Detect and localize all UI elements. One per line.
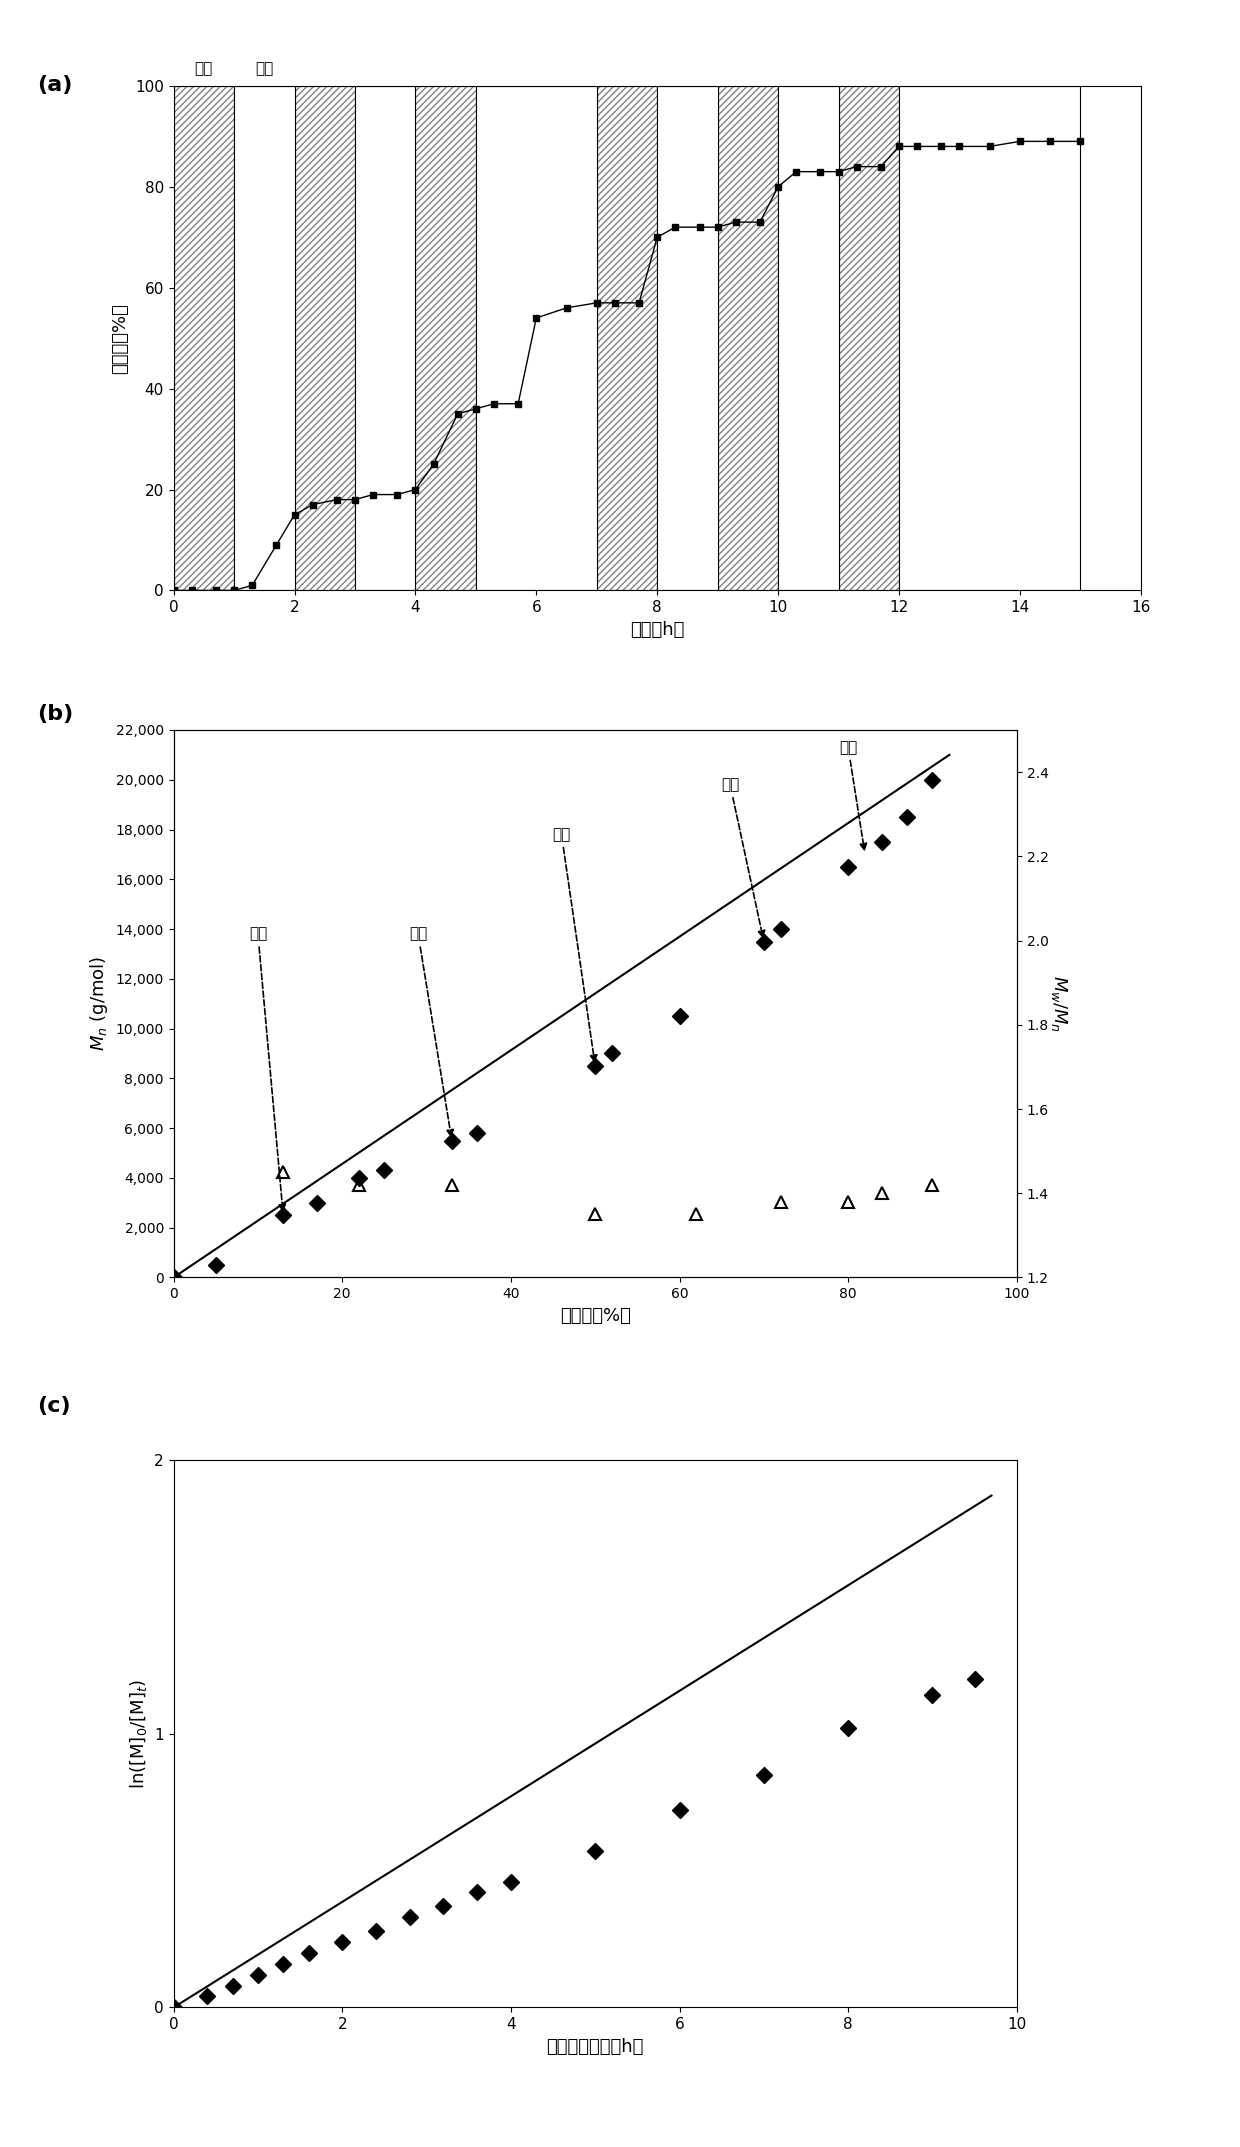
Bar <box>718 86 779 590</box>
Bar <box>355 86 415 590</box>
Text: 关灯: 关灯 <box>249 928 285 1211</box>
Bar <box>234 86 295 590</box>
Bar <box>838 86 899 590</box>
Text: 关灯: 关灯 <box>839 741 867 850</box>
Text: 打开: 打开 <box>255 60 273 75</box>
Y-axis label: $M_n$ (g/mol): $M_n$ (g/mol) <box>88 955 110 1052</box>
Text: (c): (c) <box>37 1396 71 1415</box>
Bar <box>415 86 476 590</box>
Y-axis label: ln([M]$_0$/[M]$_t$): ln([M]$_0$/[M]$_t$) <box>128 1679 149 1788</box>
Bar <box>838 86 899 590</box>
Y-axis label: 转化率（%）: 转化率（%） <box>112 303 129 374</box>
Bar <box>295 86 355 590</box>
Bar <box>174 86 234 590</box>
Text: 关灯: 关灯 <box>720 777 765 936</box>
Bar <box>899 86 1080 590</box>
Bar <box>718 86 779 590</box>
Bar <box>596 86 657 590</box>
Text: (a): (a) <box>37 75 73 94</box>
X-axis label: 时间（h）: 时间（h） <box>630 620 684 638</box>
Bar <box>415 86 476 590</box>
Text: (b): (b) <box>37 704 73 724</box>
Text: 关闭: 关闭 <box>195 60 213 75</box>
X-axis label: 转化率（%）: 转化率（%） <box>559 1308 631 1325</box>
X-axis label: 光暴露的时间（h）: 光暴露的时间（h） <box>547 2038 644 2055</box>
Bar <box>476 86 596 590</box>
Bar <box>657 86 718 590</box>
Y-axis label: $M_w$/$M_n$: $M_w$/$M_n$ <box>1049 975 1069 1033</box>
Bar <box>596 86 657 590</box>
Bar <box>779 86 838 590</box>
Text: 关灯: 关灯 <box>552 827 596 1061</box>
Bar <box>174 86 234 590</box>
Bar <box>295 86 355 590</box>
Text: 关灯: 关灯 <box>409 928 453 1136</box>
